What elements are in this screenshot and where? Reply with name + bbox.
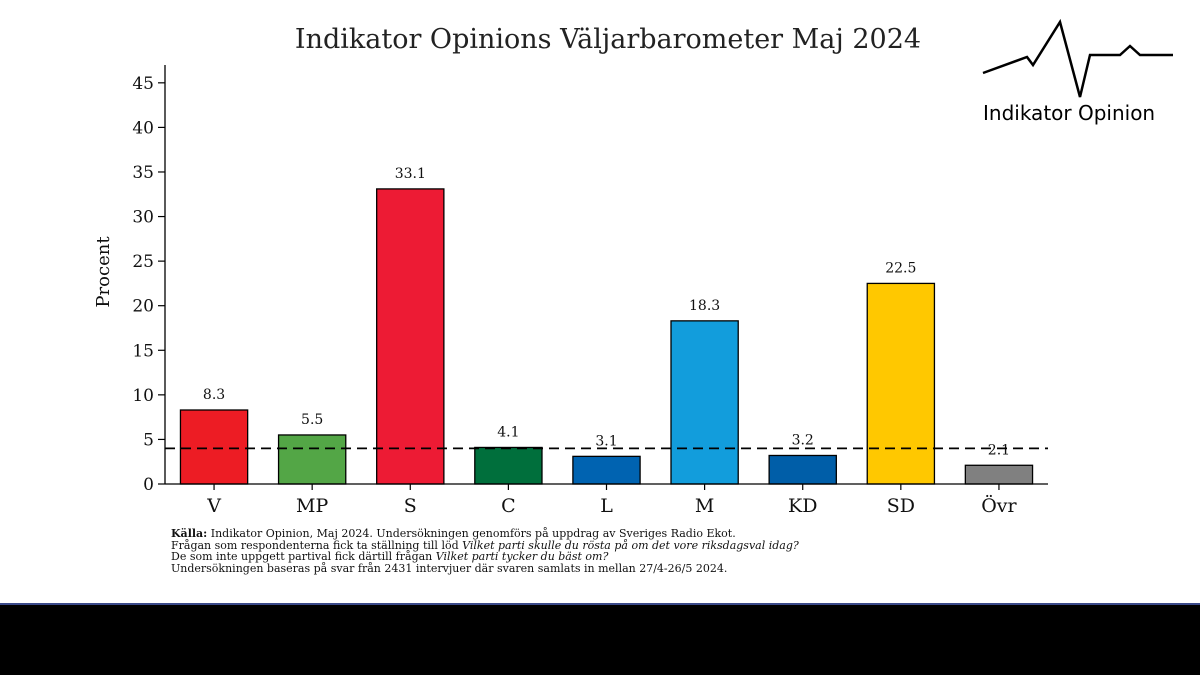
bar-övr <box>964 464 1034 485</box>
bar-sd <box>866 282 936 485</box>
bar-l <box>572 455 641 485</box>
x-axis: V MP S C L M KD SD Övr <box>165 483 1048 517</box>
data-label-v: 8.3 <box>203 387 225 403</box>
data-label-s: 33.1 <box>395 166 426 182</box>
y-tick-label: 45 <box>132 74 154 94</box>
y-tick-label: 10 <box>132 386 154 406</box>
x-tick-label: L <box>600 495 613 517</box>
footnote-source: Källa: Indikator Opinion, Maj 2024. Unde… <box>171 528 991 540</box>
y-tick-label: 35 <box>132 163 154 183</box>
x-tick-label: S <box>404 495 417 517</box>
x-tick-label: SD <box>887 495 915 517</box>
bar-s <box>376 188 445 485</box>
data-label-sd: 22.5 <box>885 260 916 276</box>
footnote-followup-text: De som inte uppgett partival fick därtil… <box>171 550 436 563</box>
y-tick-label: 20 <box>132 297 154 317</box>
bar-c <box>474 446 543 485</box>
chart-title: Indikator Opinions Väljarbarometer Maj 2… <box>295 24 921 55</box>
logo-text: Indikator Opinion <box>983 101 1155 125</box>
footnote-sample: Undersökningen baseras på svar från 2431… <box>171 561 728 575</box>
bars: 8.3 5.5 33.1 4.1 3.1 18.3 3.2 22.5 2.1 <box>165 166 1048 485</box>
bar-kd <box>768 454 837 485</box>
x-tick-label: MP <box>296 495 328 517</box>
y-tick-label: 5 <box>143 430 154 450</box>
y-tick-label: 0 <box>143 475 154 495</box>
bottom-bar <box>0 603 1200 675</box>
y-tick-label: 30 <box>132 208 154 228</box>
footnote-question-text: Frågan som respondenterna fick ta ställn… <box>171 538 463 552</box>
footnote-followup: De som inte uppgett partival fick därtil… <box>171 551 991 563</box>
footnote-source-text: Indikator Opinion, Maj 2024. Undersöknin… <box>207 527 736 540</box>
logo: Indikator Opinion <box>982 18 1173 125</box>
bar-v <box>179 409 249 485</box>
y-tick-label: 15 <box>132 341 154 361</box>
data-label-kd: 3.2 <box>792 432 814 448</box>
y-axis-label: Procent <box>93 236 114 308</box>
logo-pulse-icon <box>982 18 1173 98</box>
data-label-m: 18.3 <box>689 298 720 314</box>
x-tick-label: KD <box>788 495 817 517</box>
y-axis: 0 5 10 15 20 25 30 35 40 45 <box>132 65 166 495</box>
footnote-source-label: Källa: <box>171 527 208 540</box>
bar-m <box>670 320 739 485</box>
x-tick-label: Övr <box>981 494 1017 517</box>
x-tick-label: C <box>501 495 516 517</box>
footnote-followup-italic: Vilket parti tycker du bäst om? <box>435 550 609 563</box>
footnotes: Källa: Indikator Opinion, Maj 2024. Unde… <box>171 528 991 574</box>
footnote-question-italic: Vilket parti skulle du rösta på om det v… <box>462 538 799 552</box>
x-tick-label: V <box>206 495 221 517</box>
footnote-question: Frågan som respondenterna fick ta ställn… <box>171 538 991 552</box>
y-tick-label: 40 <box>132 118 154 138</box>
data-label-l: 3.1 <box>595 433 617 449</box>
data-label-c: 4.1 <box>497 424 519 440</box>
x-tick-label: M <box>695 495 714 517</box>
bar-mp <box>277 434 347 485</box>
data-label-övr: 2.1 <box>988 442 1010 458</box>
y-tick-label: 25 <box>132 252 154 272</box>
data-label-mp: 5.5 <box>301 412 323 428</box>
